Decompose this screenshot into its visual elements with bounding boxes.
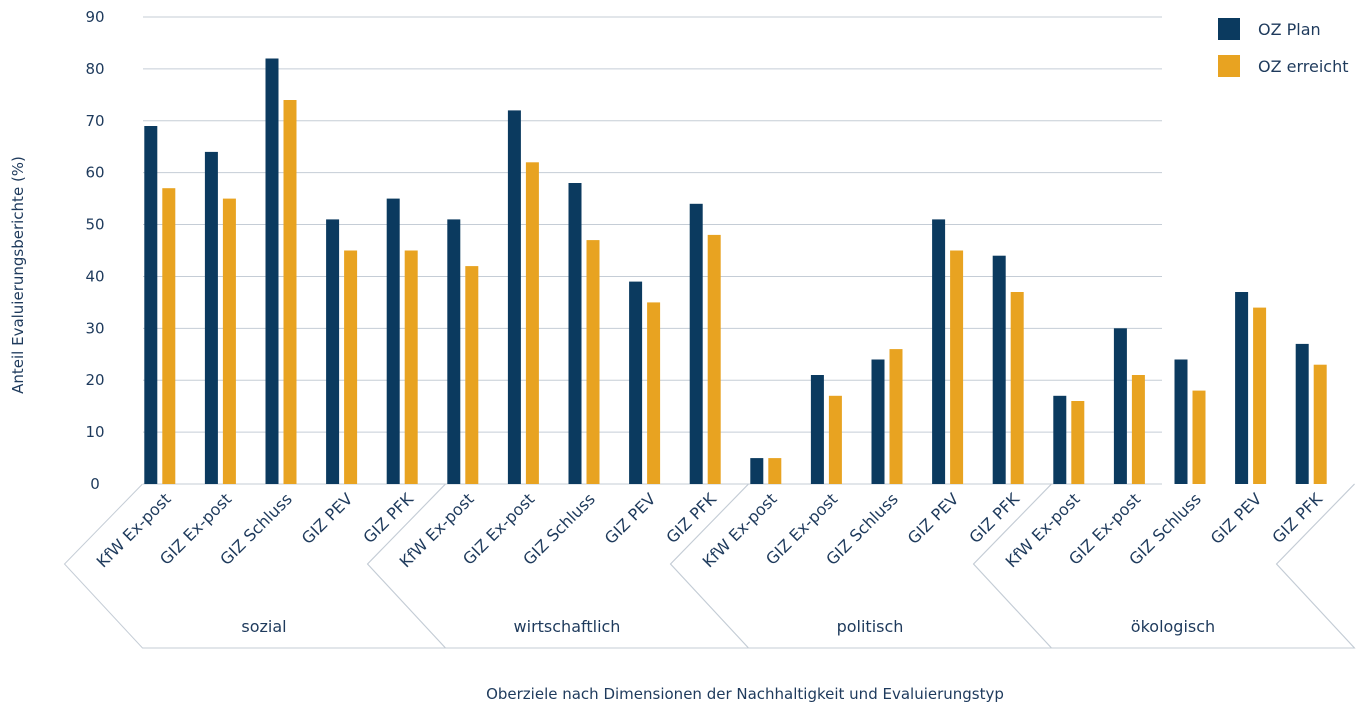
bar-oz-plan (1113, 328, 1127, 484)
bar-oz-plan (447, 219, 461, 484)
legend: OZ Plan OZ erreicht (1218, 18, 1349, 77)
bar-oz-erreicht (707, 234, 721, 484)
bar-oz-plan (629, 281, 643, 484)
bar-oz-erreicht (1253, 307, 1267, 484)
legend-swatch (1218, 55, 1240, 77)
y-tick-label: 40 (85, 267, 104, 285)
bar-oz-erreicht (222, 198, 236, 484)
legend-label: OZ Plan (1258, 20, 1321, 39)
bar-oz-erreicht (344, 250, 358, 484)
bar-oz-erreicht (404, 250, 418, 484)
y-tick-label: 50 (85, 216, 104, 234)
group-frame-end (1275, 483, 1355, 649)
bar-oz-plan (1295, 343, 1309, 484)
bar-oz-plan (568, 183, 582, 484)
bar-oz-erreicht (889, 349, 903, 484)
bar-oz-plan (871, 359, 885, 484)
x-tick-label: GIZ PFK (1268, 489, 1326, 547)
gridlines (143, 16, 1162, 485)
y-tick-label: 20 (85, 371, 104, 389)
x-axis-title: Oberziele nach Dimensionen der Nachhalti… (486, 685, 1004, 703)
y-tick-label: 0 (90, 475, 100, 493)
bar-oz-erreicht (1131, 375, 1145, 484)
bar-oz-plan (1235, 292, 1249, 484)
y-tick-label: 90 (85, 8, 104, 26)
bar-oz-plan (507, 110, 521, 485)
bar-oz-plan (204, 151, 218, 484)
bar-oz-plan (1174, 359, 1188, 484)
bars (144, 58, 1327, 485)
bar-oz-erreicht (586, 240, 600, 484)
bar-oz-erreicht (1313, 364, 1327, 484)
legend-label: OZ erreicht (1258, 57, 1349, 76)
bar-oz-erreicht (950, 250, 964, 484)
bar-oz-plan (689, 203, 703, 485)
y-axis-title: Anteil Evaluierungsberichte (%) (9, 156, 27, 394)
x-tick-label: GIZ PEV (601, 489, 660, 548)
bar-oz-plan (750, 458, 764, 484)
category-frames (63, 483, 1356, 649)
group-label: sozial (241, 617, 286, 636)
bar-oz-plan (144, 126, 158, 484)
group-label: wirtschaftlich (514, 617, 621, 636)
bar-oz-erreicht (768, 458, 782, 484)
category-labels: sozial wirtschaftlich politisch ökologischK… (93, 489, 1327, 636)
bar-oz-erreicht (1010, 292, 1024, 484)
bar-oz-plan (265, 58, 279, 484)
x-tick-label: GIZ PEV (298, 489, 357, 548)
y-tick-label: 60 (85, 164, 104, 182)
bar-oz-plan (992, 255, 1006, 484)
legend-swatch (1218, 18, 1240, 40)
bar-oz-plan (932, 219, 946, 484)
group-label: politisch (837, 617, 904, 636)
x-tick-label: GIZ PFK (662, 489, 720, 547)
y-tick-label: 80 (85, 60, 104, 78)
y-axis-ticks: 0 10 20 30 40 50 60 70 80 90 (85, 8, 104, 493)
x-tick-label: GIZ PFK (359, 489, 417, 547)
x-tick-label: GIZ PEV (1207, 489, 1266, 548)
bar-oz-plan (810, 375, 824, 484)
bar-oz-erreicht (525, 162, 539, 485)
bar-oz-erreicht (828, 395, 842, 484)
bar-oz-plan (326, 219, 340, 484)
bar-oz-erreicht (1192, 390, 1206, 484)
bar-oz-erreicht (283, 100, 297, 484)
y-tick-label: 30 (85, 319, 104, 337)
x-tick-label: GIZ PFK (965, 489, 1023, 547)
bar-oz-plan (1053, 395, 1067, 484)
bar-oz-erreicht (162, 188, 176, 484)
bar-oz-plan (386, 198, 400, 484)
x-tick-label: GIZ PEV (904, 489, 963, 548)
y-tick-label: 70 (85, 112, 104, 130)
group-label: ökologisch (1131, 617, 1215, 636)
bar-oz-erreicht (647, 302, 661, 484)
bar-oz-erreicht (465, 266, 479, 484)
y-tick-label: 10 (85, 423, 104, 441)
bar-oz-erreicht (1071, 401, 1085, 484)
